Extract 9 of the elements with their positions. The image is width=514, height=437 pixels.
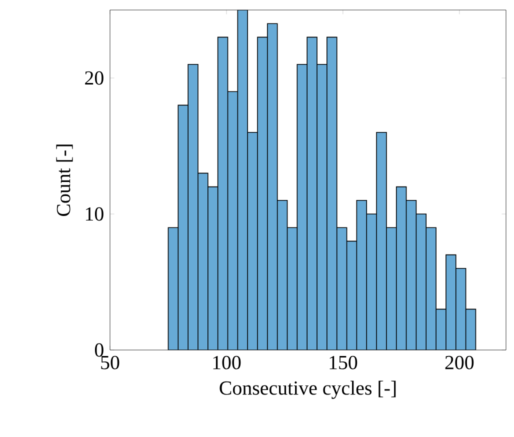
y-tick-label: 20 [85,71,104,85]
x-tick-label: 150 [330,356,358,370]
x-tick-label: 50 [101,356,120,370]
x-tick-label: 100 [213,356,241,370]
y-tick-label: 0 [94,343,104,357]
y-axis-title: Count [-] [56,144,73,216]
x-tick-label: 200 [445,356,474,370]
x-axis-title: Consecutive cycles [-] [220,380,396,399]
y-tick-label: 10 [86,207,104,221]
